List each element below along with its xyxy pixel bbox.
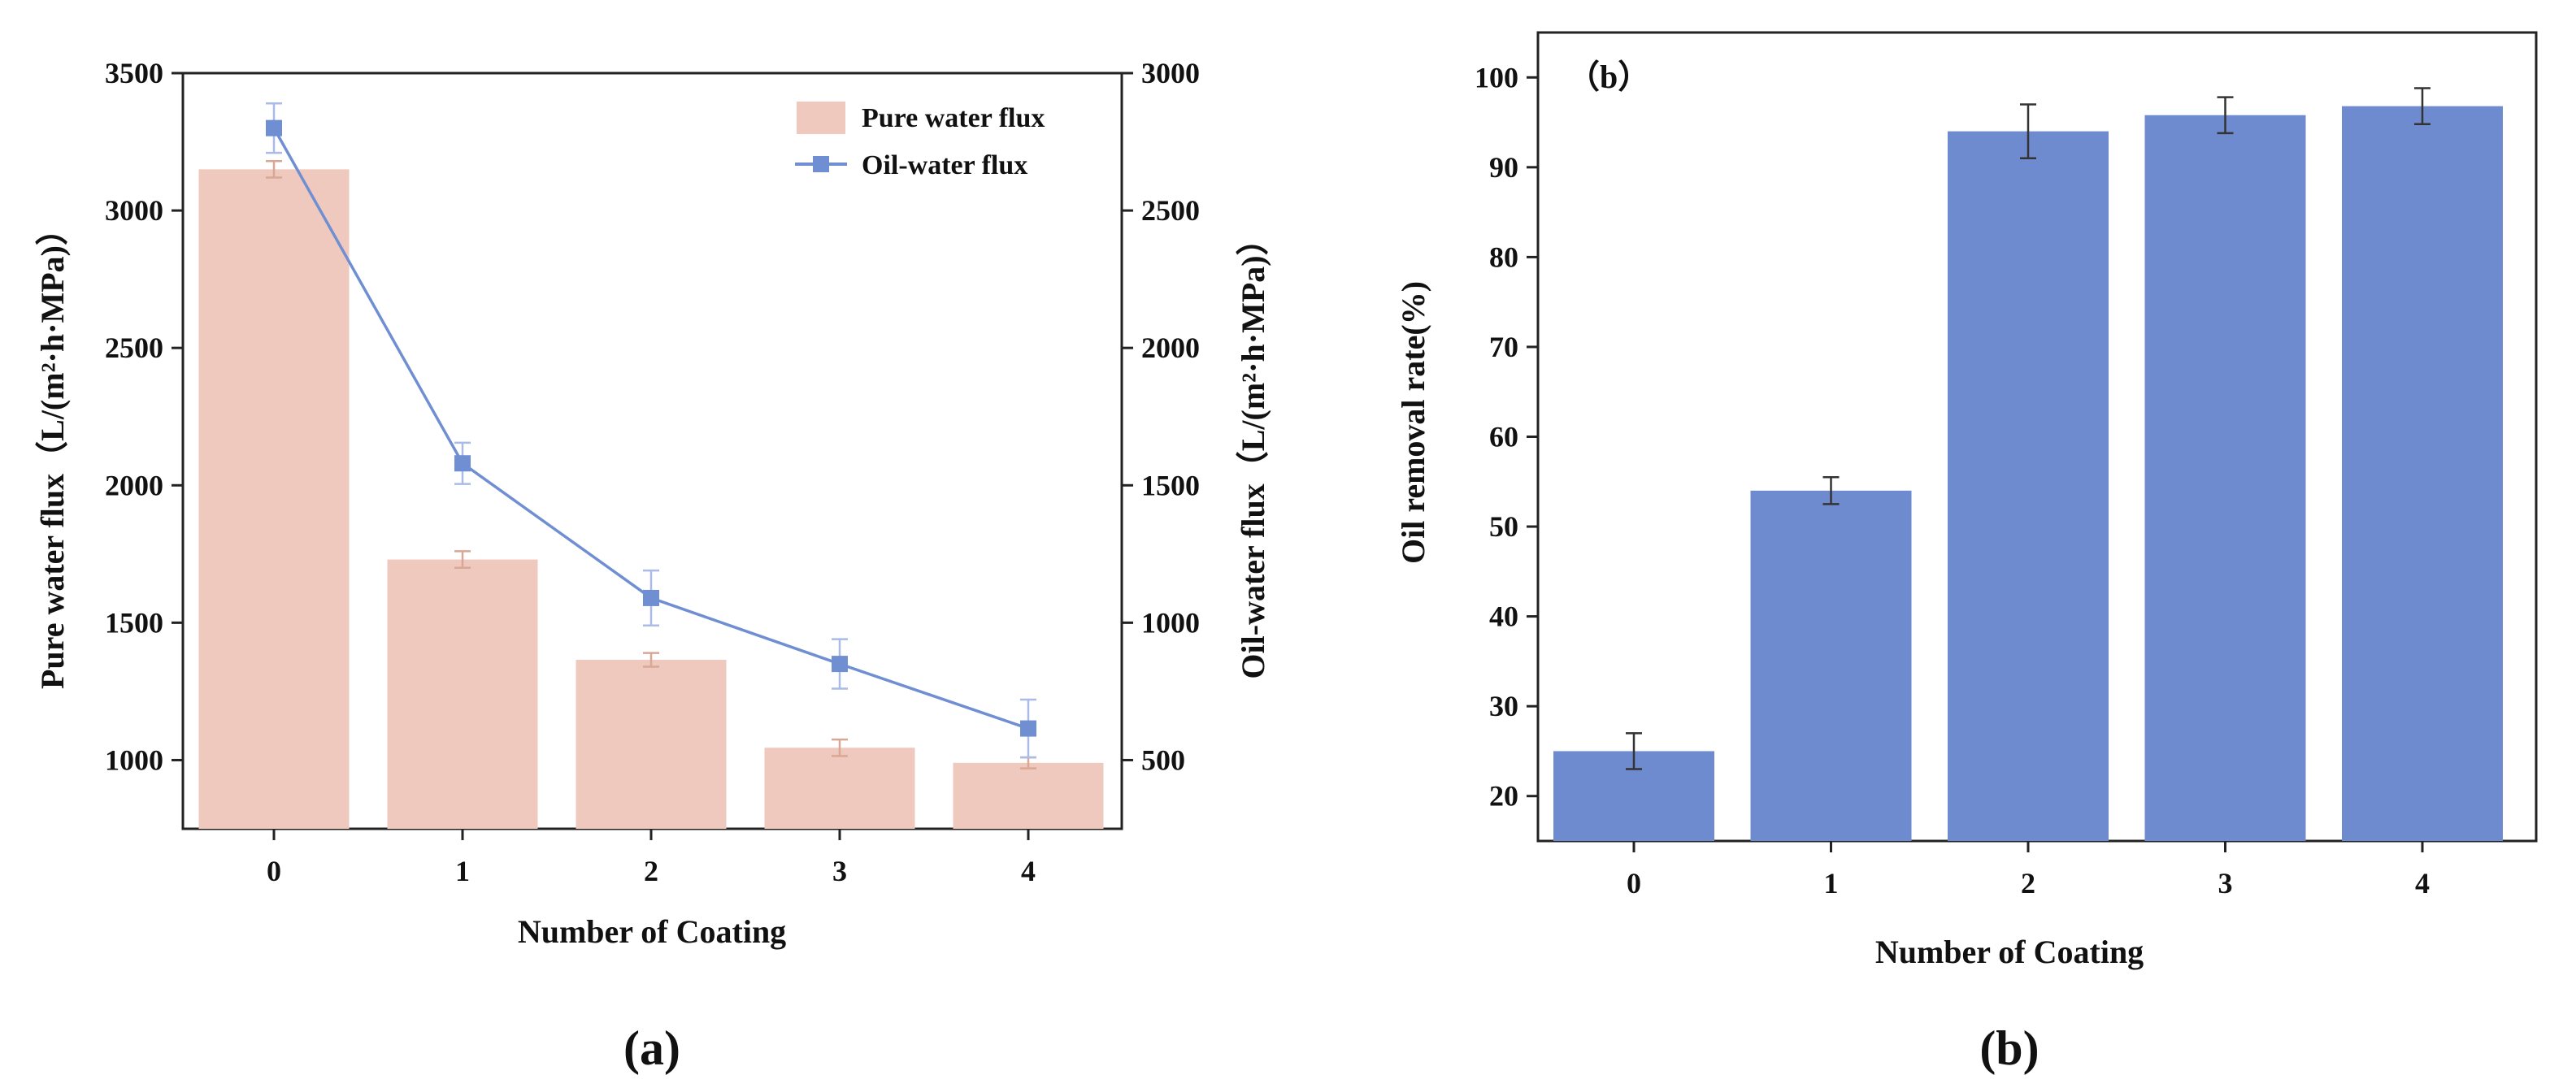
b-y-tick-label-40: 40 (1489, 600, 1518, 633)
b-y-tick-label-60: 60 (1489, 421, 1518, 453)
chart-a-x-axis-title: Number of Coating (518, 913, 786, 950)
b-x-tick-label-0: 0 (1627, 867, 1641, 899)
error-bar-pure-water-0 (266, 159, 282, 179)
chart-a-y-axis-right-title: Oil-water flux（L/(m²·h·MPa)） (1235, 223, 1271, 678)
chart-a-panel-label: (a) (623, 1021, 680, 1075)
bar-pure-water-4 (953, 762, 1104, 829)
b-y-tick-label-70: 70 (1489, 331, 1518, 363)
b-y-tick-label-90: 90 (1489, 151, 1518, 184)
x-tick-label-1: 1 (455, 855, 470, 887)
bar-pure-water-2 (576, 660, 727, 829)
y-right-tick-label-2000: 2000 (1141, 332, 1200, 364)
chart-b: 20 30 40 50 60 70 80 90 100 0 1 2 3 4 （b） Number of C… (1395, 31, 2538, 1075)
bar-oil-removal-1 (1750, 490, 1912, 841)
x-tick-label-2: 2 (644, 855, 658, 887)
b-x-tick-label-2: 2 (2021, 867, 2035, 899)
y-right-tick-label-2500: 2500 (1141, 194, 1200, 227)
chart-b-y-axis-title: Oil removal rate(%) (1395, 281, 1431, 564)
point-oil-water-4 (1020, 720, 1036, 737)
x-tick-label-4: 4 (1021, 855, 1036, 887)
error-bar-pure-water-3 (832, 738, 848, 757)
x-tick-label-0: 0 (267, 855, 281, 887)
b-y-tick-label-20: 20 (1489, 780, 1518, 813)
line-oil-water (272, 127, 1029, 730)
point-oil-water-0 (266, 119, 282, 137)
b-y-tick-label-100: 100 (1475, 61, 1518, 93)
error-bar-oil-removal-4 (2414, 87, 2430, 126)
chart-b-panel-tag: （b） (1567, 59, 1650, 95)
y-left-tick-label-1500: 1500 (105, 606, 163, 639)
error-bar-oil-removal-1 (1822, 476, 1840, 505)
legend-label-oil-water: Oil-water flux (862, 150, 1027, 180)
b-x-tick-label-3: 3 (2218, 867, 2233, 899)
chart-b-x-axis-title: Number of Coating (1875, 934, 2144, 970)
b-x-tick-label-4: 4 (2415, 867, 2430, 899)
y-right-tick-label-1500: 1500 (1141, 469, 1200, 501)
b-y-tick-label-80: 80 (1489, 241, 1518, 273)
y-left-tick-label-1000: 1000 (105, 743, 163, 776)
error-bar-pure-water-1 (454, 550, 471, 569)
y-left-tick-label-2500: 2500 (105, 332, 163, 364)
legend-swatch-pure-water (797, 102, 845, 134)
point-oil-water-1 (454, 455, 471, 472)
y-right-tick-label-3000: 3000 (1141, 57, 1200, 89)
chart-a-y-axis-left-title: Pure water flux（L/(m²·h·MPa)） (34, 213, 71, 689)
b-x-tick-label-1: 1 (1824, 867, 1839, 899)
legend-marker-oil-water (813, 156, 829, 172)
chart-a-legend: Pure water flux Oil-water flux (795, 102, 1045, 180)
bar-pure-water-0 (198, 169, 350, 829)
bar-pure-water-1 (387, 559, 538, 829)
bar-pure-water-3 (764, 748, 915, 829)
bar-oil-removal-4 (2342, 106, 2503, 842)
bar-oil-removal-2 (1948, 131, 2109, 842)
error-bar-oil-removal-3 (2217, 96, 2234, 135)
y-right-tick-label-1000: 1000 (1141, 606, 1200, 639)
x-tick-label-3: 3 (832, 855, 847, 887)
y-left-tick-label-3000: 3000 (105, 194, 163, 227)
error-bar-oil-removal-2 (2020, 103, 2036, 160)
error-bar-oil-removal-0 (1626, 732, 1642, 770)
b-y-tick-label-30: 30 (1489, 690, 1518, 722)
y-right-tick-label-500: 500 (1141, 743, 1185, 776)
chart-a: 1000 1500 2000 2500 3000 3500 500 1000 1500 2000 2… (34, 57, 1271, 1075)
legend-label-pure-water: Pure water flux (862, 103, 1045, 133)
y-left-tick-label-3500: 3500 (105, 57, 163, 89)
point-oil-water-2 (643, 589, 659, 606)
b-y-tick-label-50: 50 (1489, 510, 1518, 543)
error-bar-pure-water-2 (643, 652, 659, 668)
y-left-tick-label-2000: 2000 (105, 469, 163, 501)
point-oil-water-3 (832, 656, 848, 673)
chart-b-panel-label: (b) (1979, 1021, 2039, 1075)
bar-oil-removal-3 (2144, 115, 2306, 841)
